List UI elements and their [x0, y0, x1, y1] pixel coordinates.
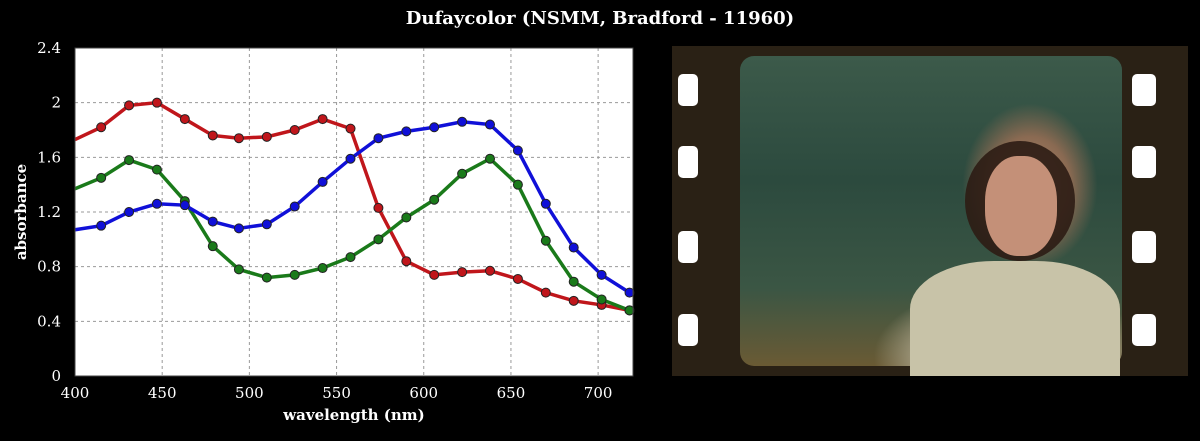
data-point-green	[485, 153, 496, 164]
sprocket-hole	[678, 74, 698, 106]
data-point-blue	[373, 133, 384, 144]
x-tick-label: 550	[322, 384, 351, 402]
film-frame-photo	[672, 46, 1188, 376]
data-point-green	[233, 264, 244, 275]
data-point-green	[429, 194, 440, 205]
data-point-red	[540, 287, 551, 298]
data-point-green	[289, 269, 300, 280]
data-point-blue	[512, 145, 523, 156]
data-point-green	[96, 172, 107, 183]
data-point-green	[457, 168, 468, 179]
data-point-red	[261, 131, 272, 142]
data-point-green	[596, 294, 607, 305]
data-point-blue	[207, 216, 218, 227]
x-tick-label: 500	[235, 384, 264, 402]
data-point-blue	[457, 116, 468, 127]
data-point-green	[124, 155, 135, 166]
y-tick-label: 1.6	[37, 148, 61, 166]
sprocket-hole	[678, 231, 698, 263]
data-point-blue	[485, 119, 496, 130]
y-tick-label: 2.4	[37, 39, 61, 57]
data-point-green	[317, 263, 328, 274]
data-point-blue	[179, 200, 190, 211]
data-point-red	[289, 125, 300, 135]
sprocket-hole	[1132, 146, 1156, 178]
data-point-red	[485, 265, 496, 276]
data-point-green	[624, 305, 635, 316]
absorbance-chart: 400 450 500 550 600 650 700 0 0.4 0.8 1.2 1.6 2 2.4 wa…	[12, 39, 635, 424]
data-point-green	[151, 164, 162, 175]
data-point-red	[124, 100, 135, 111]
x-axis-label: wavelength (nm)	[282, 406, 425, 424]
data-point-red	[345, 123, 356, 134]
data-point-green	[512, 179, 523, 190]
x-tick-label: 700	[584, 384, 613, 402]
data-point-red	[512, 273, 523, 284]
data-point-blue	[429, 122, 440, 133]
data-point-red	[429, 269, 440, 280]
x-tick-label: 450	[148, 384, 177, 402]
data-point-blue	[151, 198, 162, 209]
data-point-red	[207, 130, 218, 141]
data-point-blue	[124, 207, 135, 217]
data-point-red	[179, 114, 190, 125]
photo-image	[740, 56, 1122, 376]
y-tick-label: 2	[51, 94, 61, 112]
y-axis-label: absorbance	[12, 164, 30, 260]
photo-dress	[910, 261, 1120, 376]
data-point-blue	[345, 153, 356, 164]
y-tick-label: 0.4	[37, 312, 61, 330]
data-point-blue	[261, 219, 272, 230]
y-tick-label: 0	[51, 367, 61, 385]
data-point-green	[207, 241, 218, 252]
data-point-red	[233, 133, 244, 144]
sprocket-hole	[1132, 231, 1156, 263]
data-point-red	[401, 256, 412, 267]
data-point-green	[401, 212, 412, 223]
data-point-green	[540, 235, 551, 246]
data-point-blue	[568, 242, 579, 253]
data-point-blue	[401, 126, 412, 137]
sprocket-hole	[1132, 74, 1156, 106]
data-point-red	[317, 114, 328, 125]
x-tick-label: 650	[497, 384, 526, 402]
y-tick-label: 1.2	[37, 203, 61, 221]
sprocket-hole	[678, 146, 698, 178]
data-point-green	[373, 234, 384, 245]
figure-title: Dufaycolor (NSMM, Bradford - 11960)	[405, 8, 795, 29]
photo-face	[985, 156, 1057, 256]
data-point-red	[568, 295, 579, 306]
x-tick-label: 600	[409, 384, 438, 402]
data-point-green	[345, 252, 356, 263]
sprocket-hole	[1132, 314, 1156, 346]
data-point-green	[261, 272, 272, 283]
data-point-red	[96, 122, 107, 133]
data-point-red	[373, 202, 384, 213]
data-point-blue	[233, 223, 244, 234]
data-point-blue	[96, 220, 107, 231]
data-point-red	[151, 97, 162, 108]
plot-frame	[74, 47, 634, 377]
data-point-blue	[317, 176, 328, 187]
data-point-blue	[596, 269, 607, 280]
sprocket-hole	[678, 314, 698, 346]
x-tick-label: 400	[61, 384, 90, 402]
data-point-blue	[289, 201, 300, 212]
data-point-green	[568, 276, 579, 287]
data-point-red	[457, 267, 468, 278]
y-tick-label: 0.8	[37, 258, 61, 276]
data-point-blue	[624, 287, 635, 298]
data-point-blue	[540, 198, 551, 209]
